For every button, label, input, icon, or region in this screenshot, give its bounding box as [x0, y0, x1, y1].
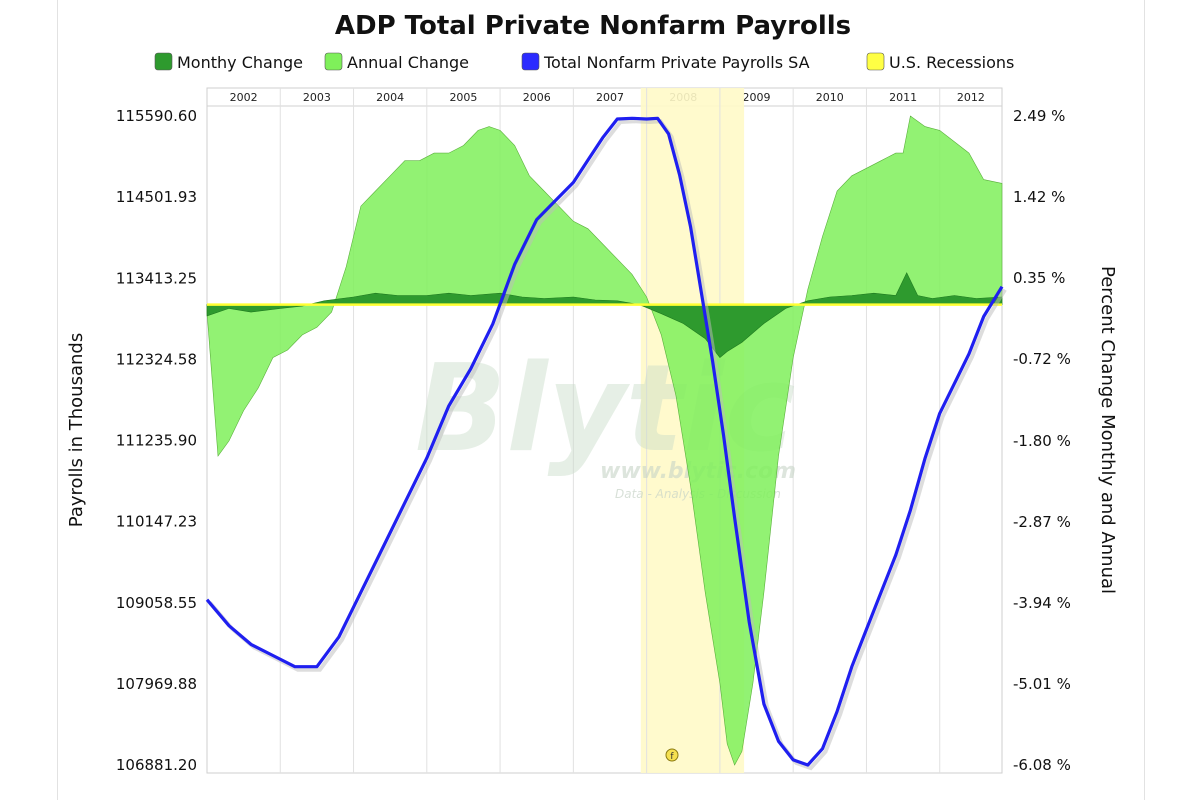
year-label-2010: 2010 — [816, 91, 844, 104]
right-tick-label-4: -1.80 % — [1013, 432, 1071, 450]
left-tick-label-2: 113413.25 — [116, 269, 197, 287]
left-tick-label-0: 115590.60 — [116, 107, 197, 125]
legend-label-0[interactable]: Monthy Change — [177, 53, 303, 72]
right-tick-label-0: 2.49 % — [1013, 107, 1065, 125]
left-tick-label-3: 112324.58 — [116, 350, 197, 368]
year-label-2002: 2002 — [230, 91, 258, 104]
total-payrolls-shadow — [208, 119, 1007, 771]
annotation-marker[interactable]: f — [665, 748, 679, 762]
monthly-change-area — [206, 272, 1003, 359]
year-label-2006: 2006 — [523, 91, 551, 104]
year-label-2007: 2007 — [596, 91, 624, 104]
right-tick-label-5: -2.87 % — [1013, 513, 1071, 531]
right-tick-label-1: 1.42 % — [1013, 188, 1065, 206]
total-payrolls-line — [205, 116, 1004, 767]
left-axis-title: Payrolls in Thousands — [66, 333, 87, 527]
legend-label-1[interactable]: Annual Change — [347, 53, 469, 72]
annotation-marker-dot[interactable] — [665, 748, 679, 762]
annotation-marker-label: f — [670, 752, 674, 762]
year-label-2012: 2012 — [957, 91, 985, 104]
year-label-2009: 2009 — [743, 91, 771, 104]
series-layer — [205, 115, 1007, 771]
year-band: 2002200320042005200620072008200920102011… — [207, 91, 1002, 107]
left-tick-label-8: 106881.20 — [116, 756, 197, 774]
left-tick-label-1: 114501.93 — [116, 188, 197, 206]
chart-title: ADP Total Private Nonfarm Payrolls — [335, 11, 851, 41]
legend-swatch-1[interactable] — [324, 52, 343, 71]
left-axis-ticks: 115590.60 114501.93 113413.25 112324.58 1112… — [116, 107, 197, 774]
left-tick-label-6: 109058.55 — [116, 594, 197, 612]
legend-label-3[interactable]: U.S. Recessions — [889, 53, 1014, 72]
right-tick-label-3: -0.72 % — [1013, 350, 1071, 368]
right-tick-label-8: -6.08 % — [1013, 756, 1071, 774]
left-tick-label-7: 107969.88 — [116, 675, 197, 693]
right-axis-ticks: 2.49 % 1.42 % 0.35 % -0.72 % -1.80 % -2.87 % -… — [1013, 107, 1071, 774]
year-label-2004: 2004 — [376, 91, 404, 104]
right-tick-label-2: 0.35 % — [1013, 269, 1065, 287]
legend-swatch-0[interactable] — [154, 52, 173, 71]
year-label-2005: 2005 — [449, 91, 477, 104]
legend-label-2[interactable]: Total Nonfarm Private Payrolls SA — [543, 53, 810, 72]
legend-swatch-3[interactable] — [866, 52, 885, 71]
year-label-2011: 2011 — [889, 91, 917, 104]
right-axis-title: Percent Change Monthly and Annual — [1097, 266, 1118, 594]
right-tick-label-7: -5.01 % — [1013, 675, 1071, 693]
right-tick-label-6: -3.94 % — [1013, 594, 1071, 612]
chart-legend: Monthy Change Annual Change Total Nonfarm … — [154, 52, 1014, 72]
year-label-2003: 2003 — [303, 91, 331, 104]
left-tick-label-5: 110147.23 — [116, 513, 197, 531]
legend-swatch-2[interactable] — [521, 52, 540, 71]
left-tick-label-4: 111235.90 — [116, 432, 197, 450]
